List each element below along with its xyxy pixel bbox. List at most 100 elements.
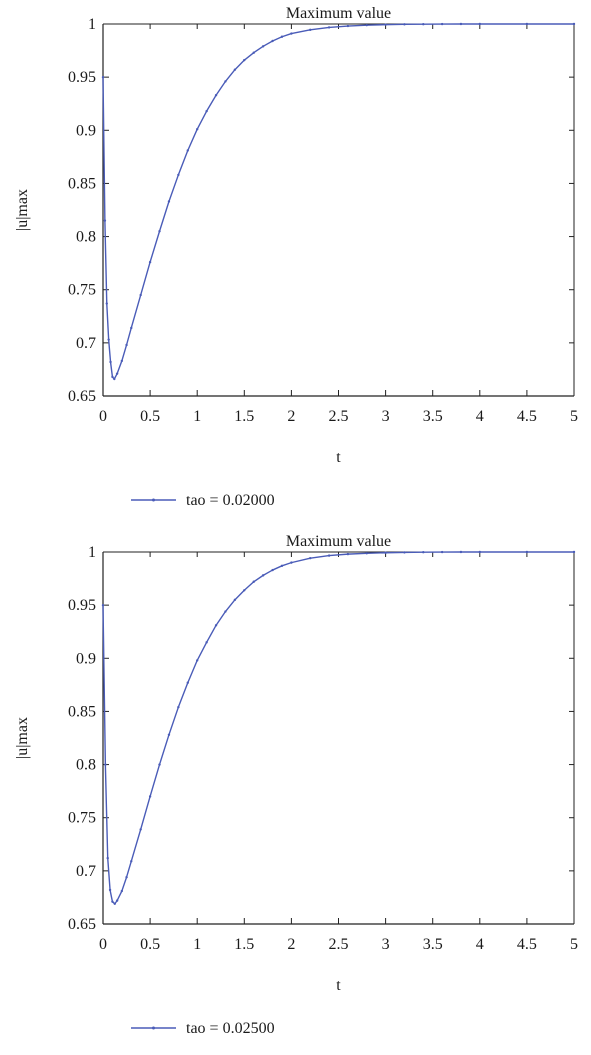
chart-1-data-point xyxy=(167,200,171,203)
chart-2-data-point xyxy=(252,580,255,583)
chart-2-data-point xyxy=(346,552,350,556)
chart-2-x-tick-label: 5 xyxy=(570,936,578,953)
chart-1-data-point xyxy=(177,173,180,177)
chart-2-data-point xyxy=(115,899,119,902)
chart-2-x-tick-label: 2.5 xyxy=(329,936,349,953)
chart-1-y-tick-label: 0.65 xyxy=(68,388,96,405)
chart-2-data-point xyxy=(113,902,116,906)
chart-2-y-tick-label: 0.95 xyxy=(68,597,96,614)
chart-2-y-axis-label: |u|max xyxy=(14,717,31,759)
chart-2-data-point xyxy=(280,564,284,568)
chart-1-data-point xyxy=(525,22,529,26)
chart-panel-1: Maximum value 0 0.5 1 1.5 2 2.5 3 3.5 4 4.5 5 0.65 0.… xyxy=(0,0,591,527)
chart-1-x-axis-label: t xyxy=(336,449,341,466)
chart-2-data-point xyxy=(459,550,463,554)
chart-2-legend-marker xyxy=(152,1026,155,1030)
chart-2-data-point xyxy=(130,860,133,863)
chart-1-legend-marker xyxy=(152,498,155,502)
chart-2-data-point xyxy=(224,610,227,613)
chart-2-x-tick-label: 0 xyxy=(99,936,107,953)
chart-2-data-point xyxy=(271,568,274,572)
chart-1-data-point xyxy=(290,32,293,35)
chart-2-data-point xyxy=(106,856,109,860)
chart-1-data-point xyxy=(280,35,284,38)
chart-1-data-point xyxy=(101,75,105,79)
chart-2-x-tick-label: 4.5 xyxy=(517,936,537,953)
chart-1-data-point xyxy=(113,377,116,381)
chart-2-y-tick-label: 0.85 xyxy=(68,703,96,720)
chart-2-data-point xyxy=(158,763,161,766)
chart-2-data-point xyxy=(422,551,425,554)
chart-1-legend-label: tao = 0.02000 xyxy=(186,492,275,509)
chart-1-data-point xyxy=(440,22,444,26)
chart-1-data-point xyxy=(459,22,463,26)
chart-1-data-point xyxy=(224,80,227,83)
chart-1-data-point xyxy=(365,23,368,27)
chart-1-x-tick-label: 1.5 xyxy=(234,408,254,425)
chart-1-data-point xyxy=(309,28,312,32)
chart-2-series-line xyxy=(102,551,574,905)
chart-2-data-point xyxy=(205,641,208,644)
chart-1-y-tick-label: 0.8 xyxy=(76,229,96,246)
chart-2-x-tick-label: 1 xyxy=(193,936,201,953)
chart-1-data-point xyxy=(422,23,425,26)
chart-1-data-point xyxy=(105,302,108,305)
chart-2-data-point xyxy=(572,550,576,554)
chart-1-y-tick-label: 0.95 xyxy=(68,69,96,86)
chart-1-data-point xyxy=(271,39,274,43)
chart-2-data-point xyxy=(177,705,180,709)
chart-1-series-line xyxy=(102,23,574,380)
chart-1-data-point xyxy=(111,375,114,379)
chart-1-data-point xyxy=(148,260,152,264)
chart-1-data-point xyxy=(327,26,331,29)
chart-2-data-point xyxy=(108,888,112,892)
chart-2-data-point xyxy=(139,828,142,831)
chart-1-y-tick-label: 0.7 xyxy=(76,335,96,352)
chart-1-data-point xyxy=(120,359,124,363)
chart-1-x-tick-label: 4.5 xyxy=(517,408,537,425)
chart-2-data-point xyxy=(167,733,171,737)
chart-2-data-point xyxy=(525,550,529,554)
chart-2-y-tick-label: 0.75 xyxy=(68,810,96,827)
chart-1-x-tick-label: 4 xyxy=(476,408,484,425)
chart-2-y-tick-label: 0.8 xyxy=(76,757,96,774)
chart-2-x-tick-label: 2 xyxy=(287,936,295,953)
chart-1-data-point xyxy=(186,149,189,152)
chart-2-x-tick-label: 1.5 xyxy=(234,936,254,953)
chart-1-x-tick-label: 3 xyxy=(382,408,390,425)
chart-1-data-point xyxy=(107,338,110,341)
chart-2-data-point xyxy=(101,603,105,607)
chart-2-title: Maximum value xyxy=(286,533,391,550)
chart-1-y-tick-label: 0.85 xyxy=(68,175,96,192)
chart-1-y-tick-label: 0.9 xyxy=(76,122,96,139)
chart-1-data-point xyxy=(233,68,237,71)
chart-2-x-tick-label: 3 xyxy=(382,936,390,953)
chart-2-data-point xyxy=(365,552,368,555)
chart-2-data-point xyxy=(261,574,265,577)
line-chart-2: Maximum value 0 0.5 1 1.5 2 2.5 3 3.5 4 4.5 5 0.65 0.… xyxy=(14,533,578,1037)
line-chart-1: Maximum value 0 0.5 1 1.5 2 2.5 3 3.5 4 4.5 5 0.65 0.… xyxy=(14,5,578,509)
chart-1-x-tick-label: 1 xyxy=(193,408,201,425)
chart-2-data-point xyxy=(478,550,481,554)
chart-1-x-tick-label: 2.5 xyxy=(329,408,349,425)
chart-1-y-axis-label: |u|max xyxy=(14,189,31,231)
chart-1-title: Maximum value xyxy=(286,5,391,22)
chart-1-data-point xyxy=(572,22,576,26)
chart-1-data-point xyxy=(158,230,161,233)
chart-1-data-point xyxy=(125,343,128,347)
chart-2-data-point xyxy=(290,561,293,564)
chart-1-x-tick-label: 3.5 xyxy=(423,408,443,425)
chart-2-data-point xyxy=(104,763,107,766)
chart-2-data-point xyxy=(214,624,218,627)
chart-2-x-tick-label: 3.5 xyxy=(423,936,443,953)
chart-1-data-point xyxy=(103,219,107,222)
chart-1-data-point xyxy=(252,51,255,54)
chart-1-data-point xyxy=(384,23,387,26)
chart-1-x-tick-label: 2 xyxy=(287,408,295,425)
chart-1-data-point xyxy=(196,128,199,131)
chart-2-data-point xyxy=(403,551,406,554)
chart-1-data-point xyxy=(130,326,133,330)
chart-2-data-point xyxy=(125,876,128,879)
chart-2-data-point xyxy=(440,550,444,554)
chart-2-y-tick-label: 0.7 xyxy=(76,863,96,880)
